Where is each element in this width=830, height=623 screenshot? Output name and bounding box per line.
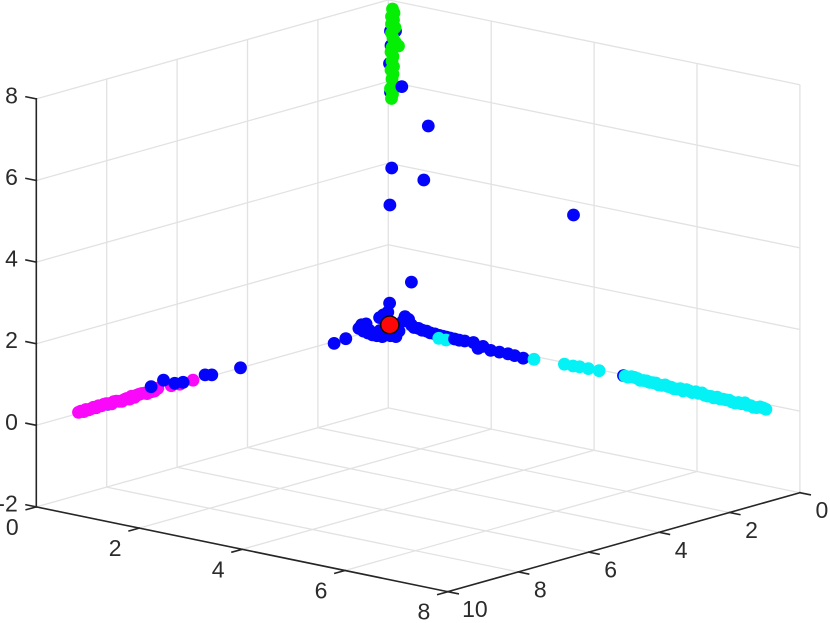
svg-text:0: 0 (6, 514, 19, 540)
svg-text:-2: -2 (0, 490, 18, 516)
svg-text:0: 0 (5, 409, 18, 435)
svg-text:6: 6 (315, 578, 328, 604)
svg-text:4: 4 (675, 537, 688, 563)
svg-text:8: 8 (5, 82, 18, 108)
svg-text:0: 0 (816, 497, 829, 523)
svg-text:10: 10 (462, 596, 488, 622)
svg-text:2: 2 (745, 517, 758, 543)
svg-text:4: 4 (5, 246, 18, 272)
svg-text:2: 2 (109, 535, 122, 561)
svg-text:8: 8 (418, 599, 431, 623)
svg-text:2: 2 (5, 327, 18, 353)
svg-text:8: 8 (534, 576, 547, 602)
svg-text:6: 6 (5, 164, 18, 190)
svg-text:4: 4 (212, 556, 225, 582)
svg-text:6: 6 (604, 557, 617, 583)
